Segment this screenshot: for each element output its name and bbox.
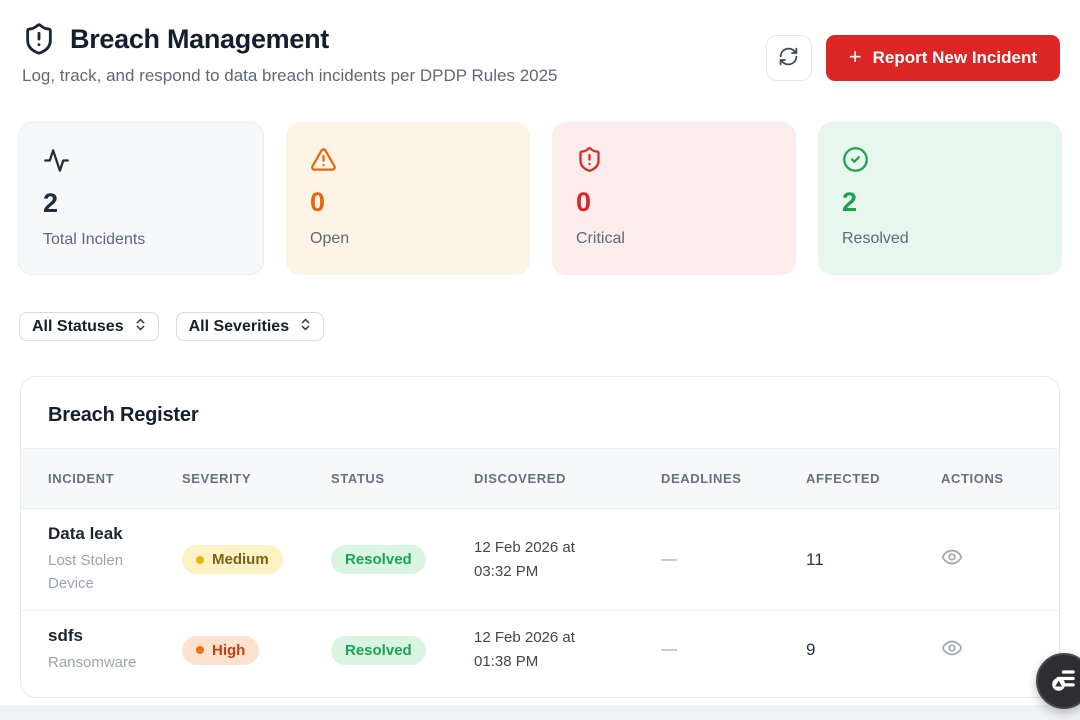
- plus-icon: +: [848, 44, 862, 69]
- breach-register-table: INCIDENT SEVERITY STATUS DISCOVERED DEAD…: [21, 448, 1059, 690]
- report-new-incident-label: Report New Incident: [872, 48, 1037, 67]
- severity-filter-value: All Severities: [188, 317, 290, 335]
- view-incident-button[interactable]: [941, 637, 963, 662]
- status-label: Resolved: [345, 551, 412, 568]
- column-header-severity: SEVERITY: [182, 448, 331, 509]
- chevrons-up-down-icon: [298, 317, 313, 337]
- incident-name: sdfs: [48, 626, 83, 646]
- column-header-actions: ACTIONS: [941, 448, 1059, 509]
- severity-badge: High: [182, 635, 260, 665]
- affected-count: 11: [806, 549, 824, 569]
- column-header-affected: AFFECTED: [806, 448, 941, 509]
- stat-value-resolved: 2: [842, 187, 858, 217]
- status-badge: Resolved: [331, 635, 426, 665]
- status-filter-value: All Statuses: [32, 317, 124, 335]
- status-label: Resolved: [345, 641, 412, 659]
- stat-card-total-incidents: 2 Total Incidents: [18, 122, 264, 275]
- eye-icon: [941, 546, 963, 571]
- column-header-incident: INCIDENT: [21, 448, 182, 509]
- breach-register-card: Breach Register INCIDENT SEVERITY STATUS…: [20, 376, 1060, 698]
- list-filter-icon: [1049, 664, 1079, 699]
- chevrons-up-down-icon: [133, 317, 148, 337]
- page-subtitle: Log, track, and respond to data breach i…: [22, 66, 558, 85]
- filters-row: All Statuses All Severities: [19, 312, 1080, 341]
- discovered-date: 12 Feb 2026 at 03:32 PM: [474, 538, 575, 580]
- status-badge: Resolved: [331, 545, 426, 574]
- deadlines-value: —: [661, 550, 677, 568]
- stat-label-critical: Critical: [576, 230, 625, 247]
- affected-count: 9: [806, 640, 816, 660]
- stat-card-resolved: 2 Resolved: [818, 122, 1062, 275]
- incident-name: Data leak: [48, 523, 123, 543]
- stat-value-critical: 0: [576, 187, 592, 217]
- status-filter-select[interactable]: All Statuses: [19, 312, 159, 341]
- shield-alert-icon: [576, 146, 603, 173]
- page-header: Breach Management Log, track, and respon…: [0, 0, 1080, 86]
- breach-management-page: Breach Management Log, track, and respon…: [0, 0, 1080, 705]
- column-header-discovered: DISCOVERED: [474, 448, 661, 509]
- stat-card-critical: 0 Critical: [552, 122, 796, 275]
- report-new-incident-button[interactable]: + Report New Incident: [825, 35, 1060, 81]
- severity-label: High: [212, 641, 246, 659]
- shield-alert-icon: [22, 22, 56, 56]
- table-row: sdfs Ransomware High Resolved: [21, 611, 1059, 690]
- table-header-row: INCIDENT SEVERITY STATUS DISCOVERED DEAD…: [21, 448, 1059, 509]
- floating-widget-button[interactable]: [1036, 653, 1080, 709]
- refresh-button[interactable]: [765, 35, 812, 81]
- activity-icon: [43, 147, 70, 174]
- stat-label-open: Open: [310, 230, 350, 247]
- column-header-status: STATUS: [331, 448, 474, 509]
- incident-type: Lost Stolen Device: [48, 551, 124, 592]
- incident-type: Ransomware: [48, 654, 137, 672]
- stat-card-open: 0 Open: [286, 122, 530, 275]
- breach-register-title: Breach Register: [48, 404, 199, 426]
- discovered-date: 12 Feb 2026 at 01:38 PM: [474, 629, 575, 671]
- column-header-deadlines: DEADLINES: [661, 448, 806, 509]
- severity-label: Medium: [212, 551, 269, 568]
- stat-value-total: 2: [43, 188, 59, 218]
- view-incident-button[interactable]: [941, 546, 963, 571]
- stats-row: 2 Total Incidents 0 Open: [18, 122, 1062, 275]
- alert-triangle-icon: [310, 146, 337, 173]
- deadlines-value: —: [661, 641, 677, 659]
- eye-icon: [941, 637, 963, 662]
- table-row: Data leak Lost Stolen Device Medium Reso…: [21, 508, 1059, 611]
- page-title: Breach Management: [70, 23, 329, 54]
- check-circle-icon: [842, 146, 869, 173]
- stat-label-resolved: Resolved: [842, 230, 909, 247]
- refresh-icon: [778, 46, 799, 70]
- severity-filter-select[interactable]: All Severities: [175, 312, 325, 341]
- severity-badge: Medium: [182, 545, 283, 574]
- severity-dot-icon: [196, 555, 204, 564]
- stat-label-total: Total Incidents: [43, 231, 146, 248]
- stat-value-open: 0: [310, 187, 326, 217]
- severity-dot-icon: [196, 646, 204, 655]
